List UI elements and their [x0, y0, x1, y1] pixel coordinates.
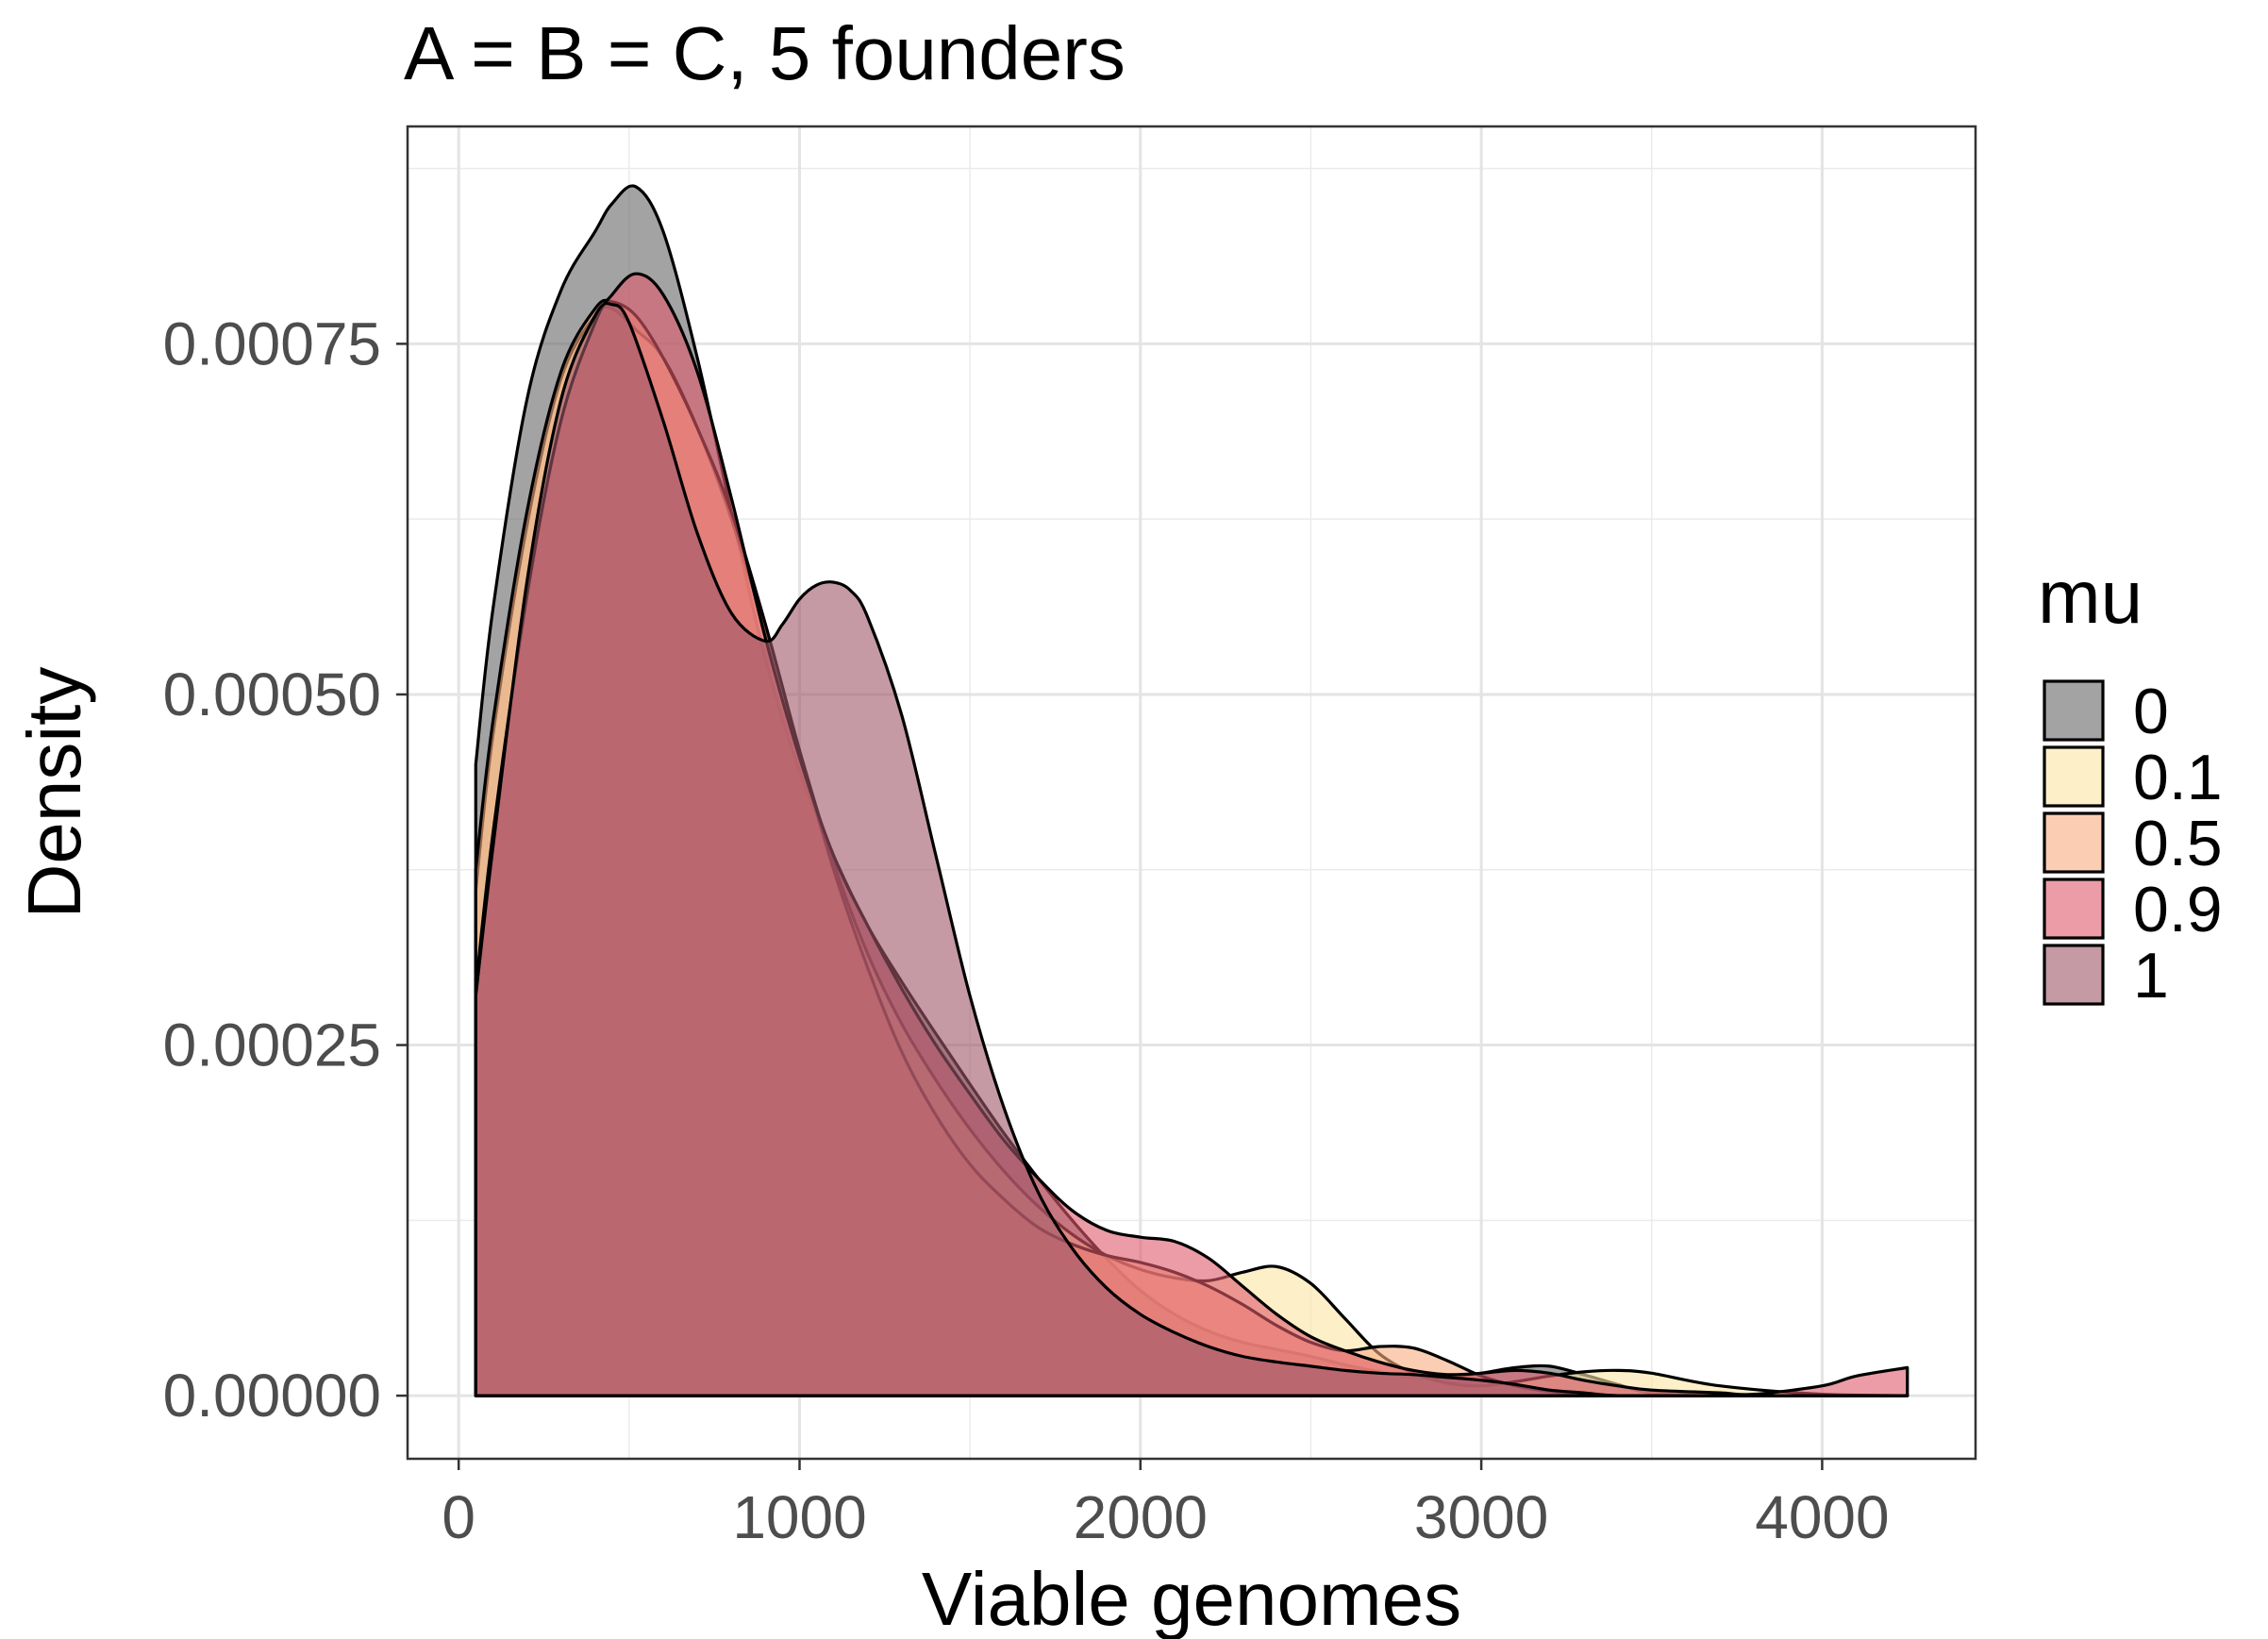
legend-key-swatch	[2043, 878, 2105, 940]
density-series-1	[474, 301, 1909, 1397]
x-axis-label: Viable genomes	[922, 1557, 1461, 1639]
legend-item-1: 1	[2043, 940, 2169, 1012]
legend-item-0-1: 0.1	[2043, 742, 2223, 813]
chart-title: A = B = C, 5 founders	[404, 11, 1126, 95]
axes: 0 1000 2000 3000 4000 0.00000 0.00025 0.00050 0.…	[163, 125, 1977, 1551]
legend-key-swatch	[2043, 944, 2105, 1006]
legend-item-label: 1	[2133, 940, 2169, 1012]
legend-key-swatch	[2043, 745, 2105, 808]
x-tick-label: 1000	[732, 1483, 866, 1551]
panel-border	[406, 125, 1977, 1461]
x-tick-label: 4000	[1755, 1483, 1889, 1551]
density-outline	[474, 301, 1909, 1397]
y-tick-label: 0.00000	[163, 1362, 381, 1430]
legend-key-swatch	[2043, 811, 2105, 874]
y-axis-label: Density	[12, 667, 96, 919]
density-outline	[474, 272, 1909, 1397]
legend-item-0-5: 0.5	[2043, 808, 2223, 879]
x-tick-label: 3000	[1414, 1483, 1548, 1551]
legend-item-label: 0.9	[2133, 874, 2223, 945]
y-tick-label: 0.00075	[163, 309, 381, 377]
legend-item-0-9: 0.9	[2043, 874, 2223, 945]
legend: 00.10.50.91	[2043, 676, 2223, 1012]
legend-title: mu	[2038, 555, 2143, 639]
density-area-fill	[475, 303, 1908, 1396]
y-tick-label: 0.00025	[163, 1012, 381, 1079]
x-tick-label: 2000	[1074, 1483, 1208, 1551]
y-tick-label: 0.00050	[163, 661, 381, 728]
legend-item-label: 0.1	[2133, 742, 2223, 813]
legend-key-swatch	[2043, 679, 2105, 742]
legend-item-0: 0	[2043, 676, 2169, 747]
legend-item-label: 0.5	[2133, 808, 2223, 879]
density-areas	[474, 184, 1909, 1397]
legend-item-label: 0	[2133, 676, 2169, 747]
x-tick-label: 0	[442, 1483, 475, 1551]
